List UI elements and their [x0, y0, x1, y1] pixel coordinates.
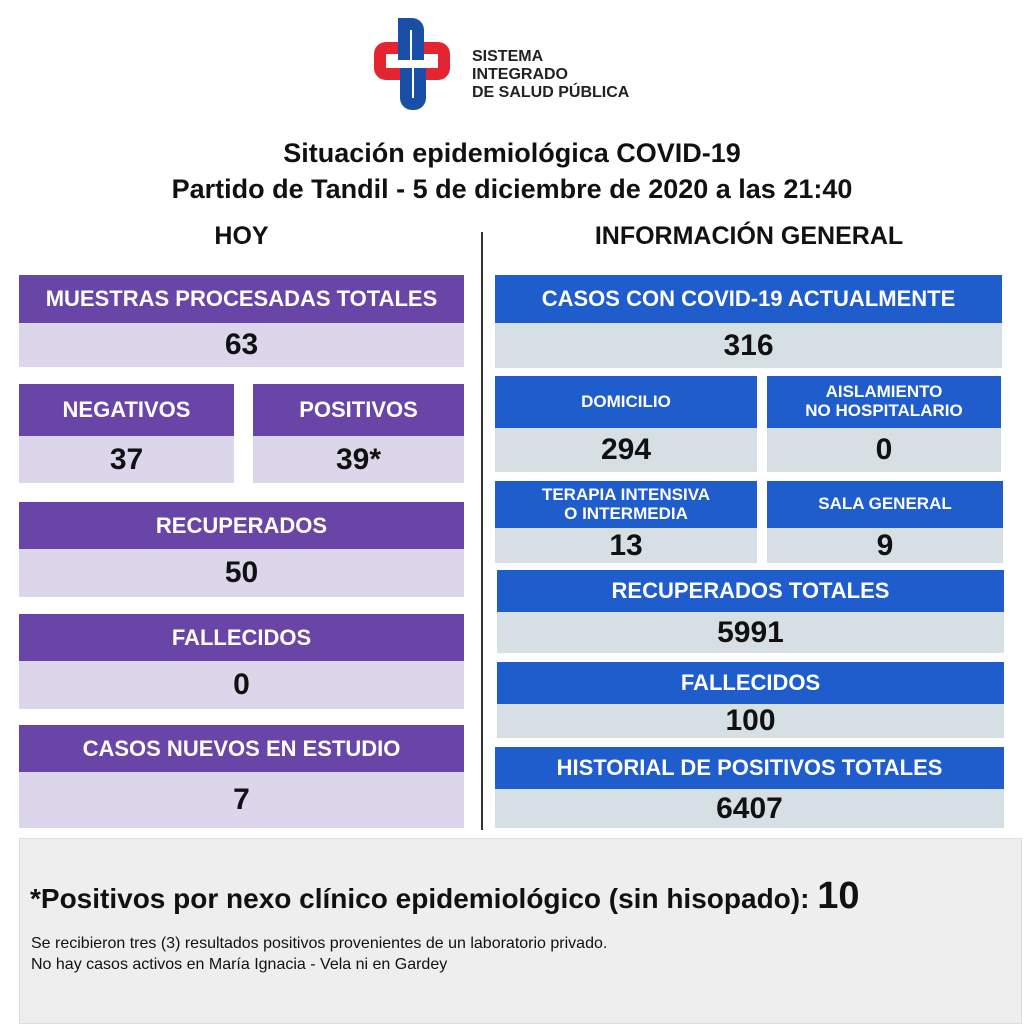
domicilio-value: 294: [495, 428, 757, 472]
negativos-label: NEGATIVOS: [19, 384, 234, 436]
sala-general-value: 9: [767, 528, 1003, 563]
domicilio-label: DOMICILIO: [495, 376, 757, 428]
logo-mark-icon: [374, 18, 450, 110]
aislamiento-label: AISLAMIENTO NO HOSPITALARIO: [767, 376, 1001, 428]
recuperados-label: RECUPERADOS: [19, 502, 464, 549]
note-1: Se recibieron tres (3) resultados positi…: [31, 935, 608, 952]
title-line1: Situación epidemiológica COVID-19: [283, 138, 741, 168]
casos-actuales-label: CASOS CON COVID-19 ACTUALMENTE: [495, 275, 1002, 323]
nexo-line: *Positivos por nexo clínico epidemiológi…: [30, 875, 859, 918]
aislamiento-value: 0: [767, 428, 1001, 472]
hoy-heading: HOY: [214, 222, 269, 250]
logo: SISTEMA INTEGRADO DE SALUD PÚBLICA: [362, 14, 632, 114]
positivos-value: 39*: [253, 436, 464, 483]
fallecidos-totales-value: 100: [497, 704, 1004, 738]
title-line2: Partido de Tandil - 5 de diciembre de 20…: [171, 174, 853, 204]
recuperados-totales-label: RECUPERADOS TOTALES: [497, 570, 1004, 612]
muestras-label: MUESTRAS PROCESADAS TOTALES: [19, 275, 464, 323]
footer-panel: *Positivos por nexo clínico epidemiológi…: [19, 838, 1022, 1024]
sala-general-label: SALA GENERAL: [767, 481, 1003, 528]
general-heading: INFORMACIÓN GENERAL: [594, 222, 904, 250]
positivos-label: POSITIVOS: [253, 384, 464, 436]
casos-actuales-value: 316: [495, 323, 1002, 368]
casos-nuevos-value: 7: [19, 772, 464, 828]
muestras-value: 63: [19, 323, 464, 367]
note-2: No hay casos activos en María Ignacia - …: [31, 956, 448, 973]
negativos-value: 37: [19, 436, 234, 483]
fallecidos-totales-label: FALLECIDOS: [497, 662, 1004, 704]
column-divider: [481, 232, 483, 830]
casos-nuevos-label: CASOS NUEVOS EN ESTUDIO: [19, 725, 464, 772]
logo-text-line1: SISTEMA INTEGRADO: [472, 48, 568, 83]
nexo-label: *Positivos por nexo clínico epidemiológi…: [30, 883, 810, 914]
recuperados-value: 50: [19, 549, 464, 597]
terapia-value: 13: [495, 528, 757, 563]
historial-value: 6407: [495, 789, 1004, 828]
terapia-label: TERAPIA INTENSIVA O INTERMEDIA: [495, 481, 757, 528]
logo-text-line2: DE SALUD PÚBLICA: [472, 84, 630, 101]
fallecidos-label: FALLECIDOS: [19, 614, 464, 661]
recuperados-totales-value: 5991: [497, 612, 1004, 653]
nexo-value: 10: [817, 875, 860, 917]
historial-label: HISTORIAL DE POSITIVOS TOTALES: [495, 747, 1004, 789]
fallecidos-value: 0: [19, 661, 464, 709]
